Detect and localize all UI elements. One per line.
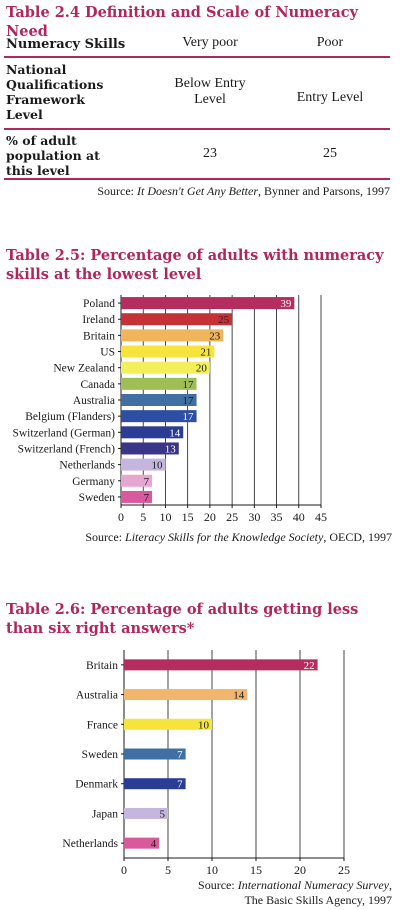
x-tick-label: 0 <box>118 510 124 524</box>
x-tick-label: 10 <box>159 510 171 524</box>
x-tick-label: 35 <box>271 510 283 524</box>
table-2-4-header-very-poor: Very poor <box>182 35 238 50</box>
category-label: Canada <box>81 379 115 391</box>
value-label: 7 <box>177 749 183 761</box>
bar <box>121 474 153 487</box>
value-label: 20 <box>196 363 208 375</box>
value-label: 25 <box>218 314 230 326</box>
table-2-4-row-percent-label: % of adult population at this level <box>6 133 100 178</box>
table-2-5-title: Table 2.5: Percentage of adults with num… <box>6 247 384 283</box>
category-label: Sweden <box>82 749 119 761</box>
category-label: Britain <box>86 660 118 672</box>
table-2-4-header-skills: Numeracy Skills <box>6 37 126 52</box>
x-tick-label: 25 <box>338 863 350 877</box>
category-label: Ireland <box>82 314 115 326</box>
category-label: Japan <box>92 808 118 820</box>
bar <box>121 377 197 390</box>
category-label: US <box>100 347 115 359</box>
table-2-4-row-nqf-very-poor: Below Entry Level <box>174 76 246 107</box>
x-tick-label: 10 <box>206 863 218 877</box>
table-2-5-source: Source: Literacy Skills for the Knowledg… <box>85 530 392 544</box>
value-label: 14 <box>169 427 181 439</box>
bar <box>121 297 295 310</box>
category-label: Poland <box>83 298 115 310</box>
bar <box>121 410 197 423</box>
x-tick-label: 20 <box>294 863 306 877</box>
bar <box>121 442 179 455</box>
table-2-4-rule-bottom <box>4 178 390 180</box>
value-label: 10 <box>198 719 210 731</box>
category-label: Belgium (Flanders) <box>25 411 115 423</box>
category-label: Sweden <box>79 492 116 504</box>
table-2-4-rule-top <box>4 56 390 58</box>
value-label: 39 <box>280 298 292 310</box>
category-label: New Zealand <box>53 363 115 375</box>
bar <box>121 361 210 374</box>
table-2-4-source: Source: It Doesn't Get Any Better, Bynne… <box>97 184 390 198</box>
value-label: 21 <box>200 347 211 359</box>
category-label: Switzerland (German) <box>12 427 115 439</box>
bar <box>121 345 215 358</box>
category-label: Denmark <box>75 779 118 791</box>
table-2-4-title: Table 2.4 Definition and Scale of Numera… <box>6 4 359 40</box>
category-label: France <box>87 719 118 731</box>
value-label: 17 <box>183 411 195 423</box>
table-2-4-rule-mid <box>4 128 390 130</box>
value-label: 13 <box>165 443 177 455</box>
bar <box>121 458 166 471</box>
value-label: 23 <box>209 330 221 342</box>
x-tick-label: 5 <box>140 510 146 524</box>
x-tick-label: 20 <box>204 510 216 524</box>
bar <box>124 748 186 760</box>
x-tick-label: 45 <box>315 510 327 524</box>
bar <box>124 807 168 819</box>
category-label: Australia <box>73 395 115 407</box>
bar <box>124 837 160 849</box>
x-tick-label: 30 <box>248 510 260 524</box>
category-label: Netherlands <box>59 460 115 472</box>
value-label: 10 <box>151 460 163 472</box>
value-label: 7 <box>144 476 150 488</box>
value-label: 5 <box>160 808 166 820</box>
x-tick-label: 15 <box>250 863 262 877</box>
x-tick-label: 25 <box>226 510 238 524</box>
category-label: Britain <box>83 330 115 342</box>
bar <box>124 778 186 790</box>
table-2-4-row-percent-very-poor: 23 <box>203 146 217 161</box>
chart-2-5: Poland 39 Ireland 25 Britain 23 US 21 New Zealan… <box>12 295 327 524</box>
bar <box>121 329 224 342</box>
table-2-4-row-nqf-poor: Entry Level <box>296 90 364 105</box>
value-label: 7 <box>177 779 183 791</box>
bar <box>124 659 318 671</box>
category-label: Switzerland (French) <box>18 443 116 455</box>
table-2-4-row-nqf-label: National Qualifications Framework Level <box>6 62 104 122</box>
bar <box>124 718 212 730</box>
bar <box>124 689 248 701</box>
bar <box>121 490 153 503</box>
x-tick-label: 15 <box>182 510 194 524</box>
value-label: 22 <box>304 660 315 672</box>
value-label: 7 <box>144 492 150 504</box>
table-2-4-row-percent-poor: 25 <box>323 146 337 161</box>
bar <box>121 313 233 326</box>
table-2-6-source: Source: International Numeracy Survey, T… <box>198 878 392 907</box>
value-label: 4 <box>151 838 157 850</box>
table-2-4-header-poor: Poor <box>316 35 344 50</box>
bar <box>121 426 184 439</box>
category-label: Australia <box>76 690 118 702</box>
chart-2-6: Britain 22 Australia 14 France 10 Sweden 7 Denma… <box>62 650 350 877</box>
bar <box>121 394 197 406</box>
table-2-6-title: Table 2.6: Percentage of adults getting … <box>6 601 359 637</box>
value-label: 14 <box>233 690 245 702</box>
category-label: Netherlands <box>62 838 118 850</box>
value-label: 17 <box>183 379 195 391</box>
category-label: Germany <box>72 476 115 488</box>
x-tick-label: 40 <box>293 510 305 524</box>
x-tick-label: 5 <box>165 863 171 877</box>
x-tick-label: 0 <box>121 863 127 877</box>
value-label: 17 <box>183 395 195 407</box>
